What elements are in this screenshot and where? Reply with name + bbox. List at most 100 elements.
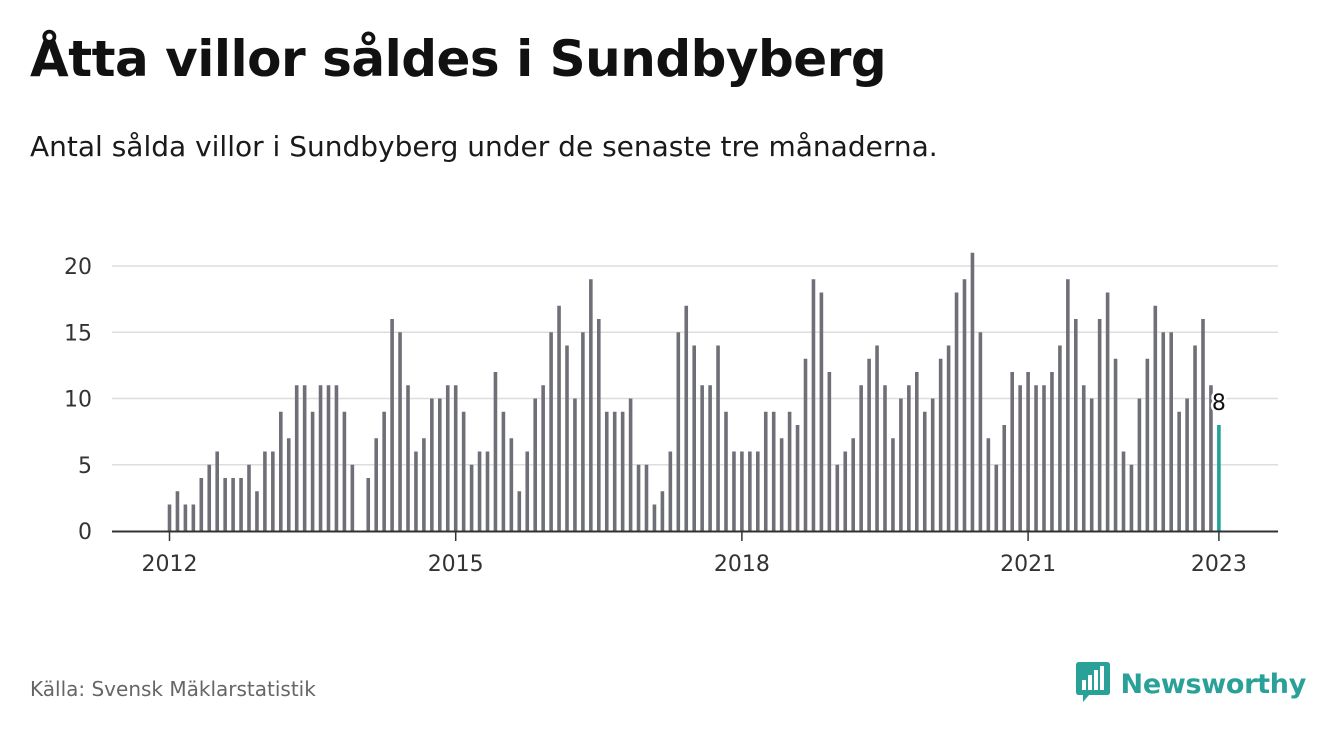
bar [469, 464, 474, 531]
bar [883, 385, 887, 531]
bar [684, 305, 689, 531]
x-tick-label: 2015 [428, 552, 484, 577]
bar [247, 464, 251, 531]
bar [557, 305, 561, 531]
bar [1121, 451, 1126, 531]
bar [636, 464, 641, 531]
bar [1105, 292, 1110, 531]
bar [390, 319, 394, 531]
bar [223, 478, 227, 531]
bar [1161, 332, 1166, 531]
bar [811, 279, 816, 531]
bar [620, 411, 625, 531]
bar [589, 279, 593, 531]
bar [461, 411, 466, 531]
bars [167, 252, 1221, 531]
bar [851, 438, 855, 531]
data-label-latest: 8 [1212, 391, 1226, 416]
bar [1002, 425, 1007, 531]
bar-chart: 0 5 10 15 20 2012 2015 2018 2021 2023 8 [64, 252, 1278, 577]
bar [724, 411, 728, 531]
bar [1026, 372, 1030, 531]
y-tick-label: 10 [64, 388, 92, 413]
bar [271, 451, 275, 531]
bar [350, 464, 355, 531]
bar [1081, 385, 1086, 531]
bar [414, 451, 418, 531]
bar [294, 385, 299, 531]
bar [477, 451, 482, 531]
chart-subtitle: Antal sålda villor i Sundbyberg under de… [30, 130, 938, 163]
bar [1209, 385, 1213, 531]
bar [207, 464, 212, 531]
bar [1137, 398, 1142, 531]
bar [1185, 398, 1189, 531]
bar [1113, 358, 1118, 531]
bar [334, 385, 339, 531]
bar [668, 451, 673, 531]
bar [954, 292, 959, 531]
bar [493, 372, 498, 531]
bar [541, 385, 545, 531]
bar [875, 345, 879, 531]
bar [1153, 305, 1158, 531]
bar [438, 398, 442, 531]
bar [922, 411, 927, 531]
bar [215, 451, 219, 531]
bar [366, 478, 371, 531]
bar [1097, 319, 1102, 531]
bar [199, 478, 204, 531]
bar [835, 464, 840, 531]
bar [891, 438, 895, 531]
bar [597, 319, 601, 531]
x-tick-label: 2018 [714, 552, 770, 577]
brand-logo[interactable]: Newsworthy [1075, 660, 1306, 708]
bar [175, 491, 180, 531]
bar [255, 491, 259, 531]
bar [1145, 358, 1150, 531]
bar [445, 385, 450, 531]
bar [652, 504, 657, 531]
bar [716, 345, 720, 531]
bar [787, 411, 792, 531]
bar [1193, 345, 1197, 531]
bar [1010, 372, 1014, 531]
bar [191, 504, 196, 531]
y-tick-label: 0 [78, 520, 92, 545]
bar [986, 438, 991, 531]
bar [302, 385, 307, 531]
bar [907, 385, 911, 531]
bar [374, 438, 378, 531]
y-tick-label: 20 [64, 255, 92, 280]
bar [1074, 319, 1078, 531]
bar [795, 425, 800, 531]
bar [779, 438, 784, 531]
bar [183, 504, 188, 531]
bar [1169, 332, 1173, 531]
source-note: Källa: Svensk Mäklarstatistik [30, 677, 316, 701]
bar [501, 411, 506, 531]
bar [279, 411, 283, 531]
bar [1042, 385, 1046, 531]
bar [406, 385, 410, 531]
newsworthy-logo-icon [1075, 660, 1111, 708]
bar [843, 451, 848, 531]
chart-title: Åtta villor såldes i Sundbyberg [30, 30, 887, 88]
bar [604, 411, 609, 531]
bar [938, 358, 943, 531]
bar [1129, 464, 1134, 531]
bar [867, 358, 871, 531]
bar [342, 411, 347, 531]
bar [660, 491, 665, 531]
bar [763, 411, 768, 531]
bar [430, 398, 434, 531]
bar [628, 398, 633, 531]
bar [485, 451, 490, 531]
bar [167, 504, 172, 531]
y-tick-label: 5 [78, 454, 92, 479]
bar [692, 345, 696, 531]
bar [644, 464, 649, 531]
bar [771, 411, 776, 531]
bar [565, 345, 569, 531]
bar [994, 464, 999, 531]
